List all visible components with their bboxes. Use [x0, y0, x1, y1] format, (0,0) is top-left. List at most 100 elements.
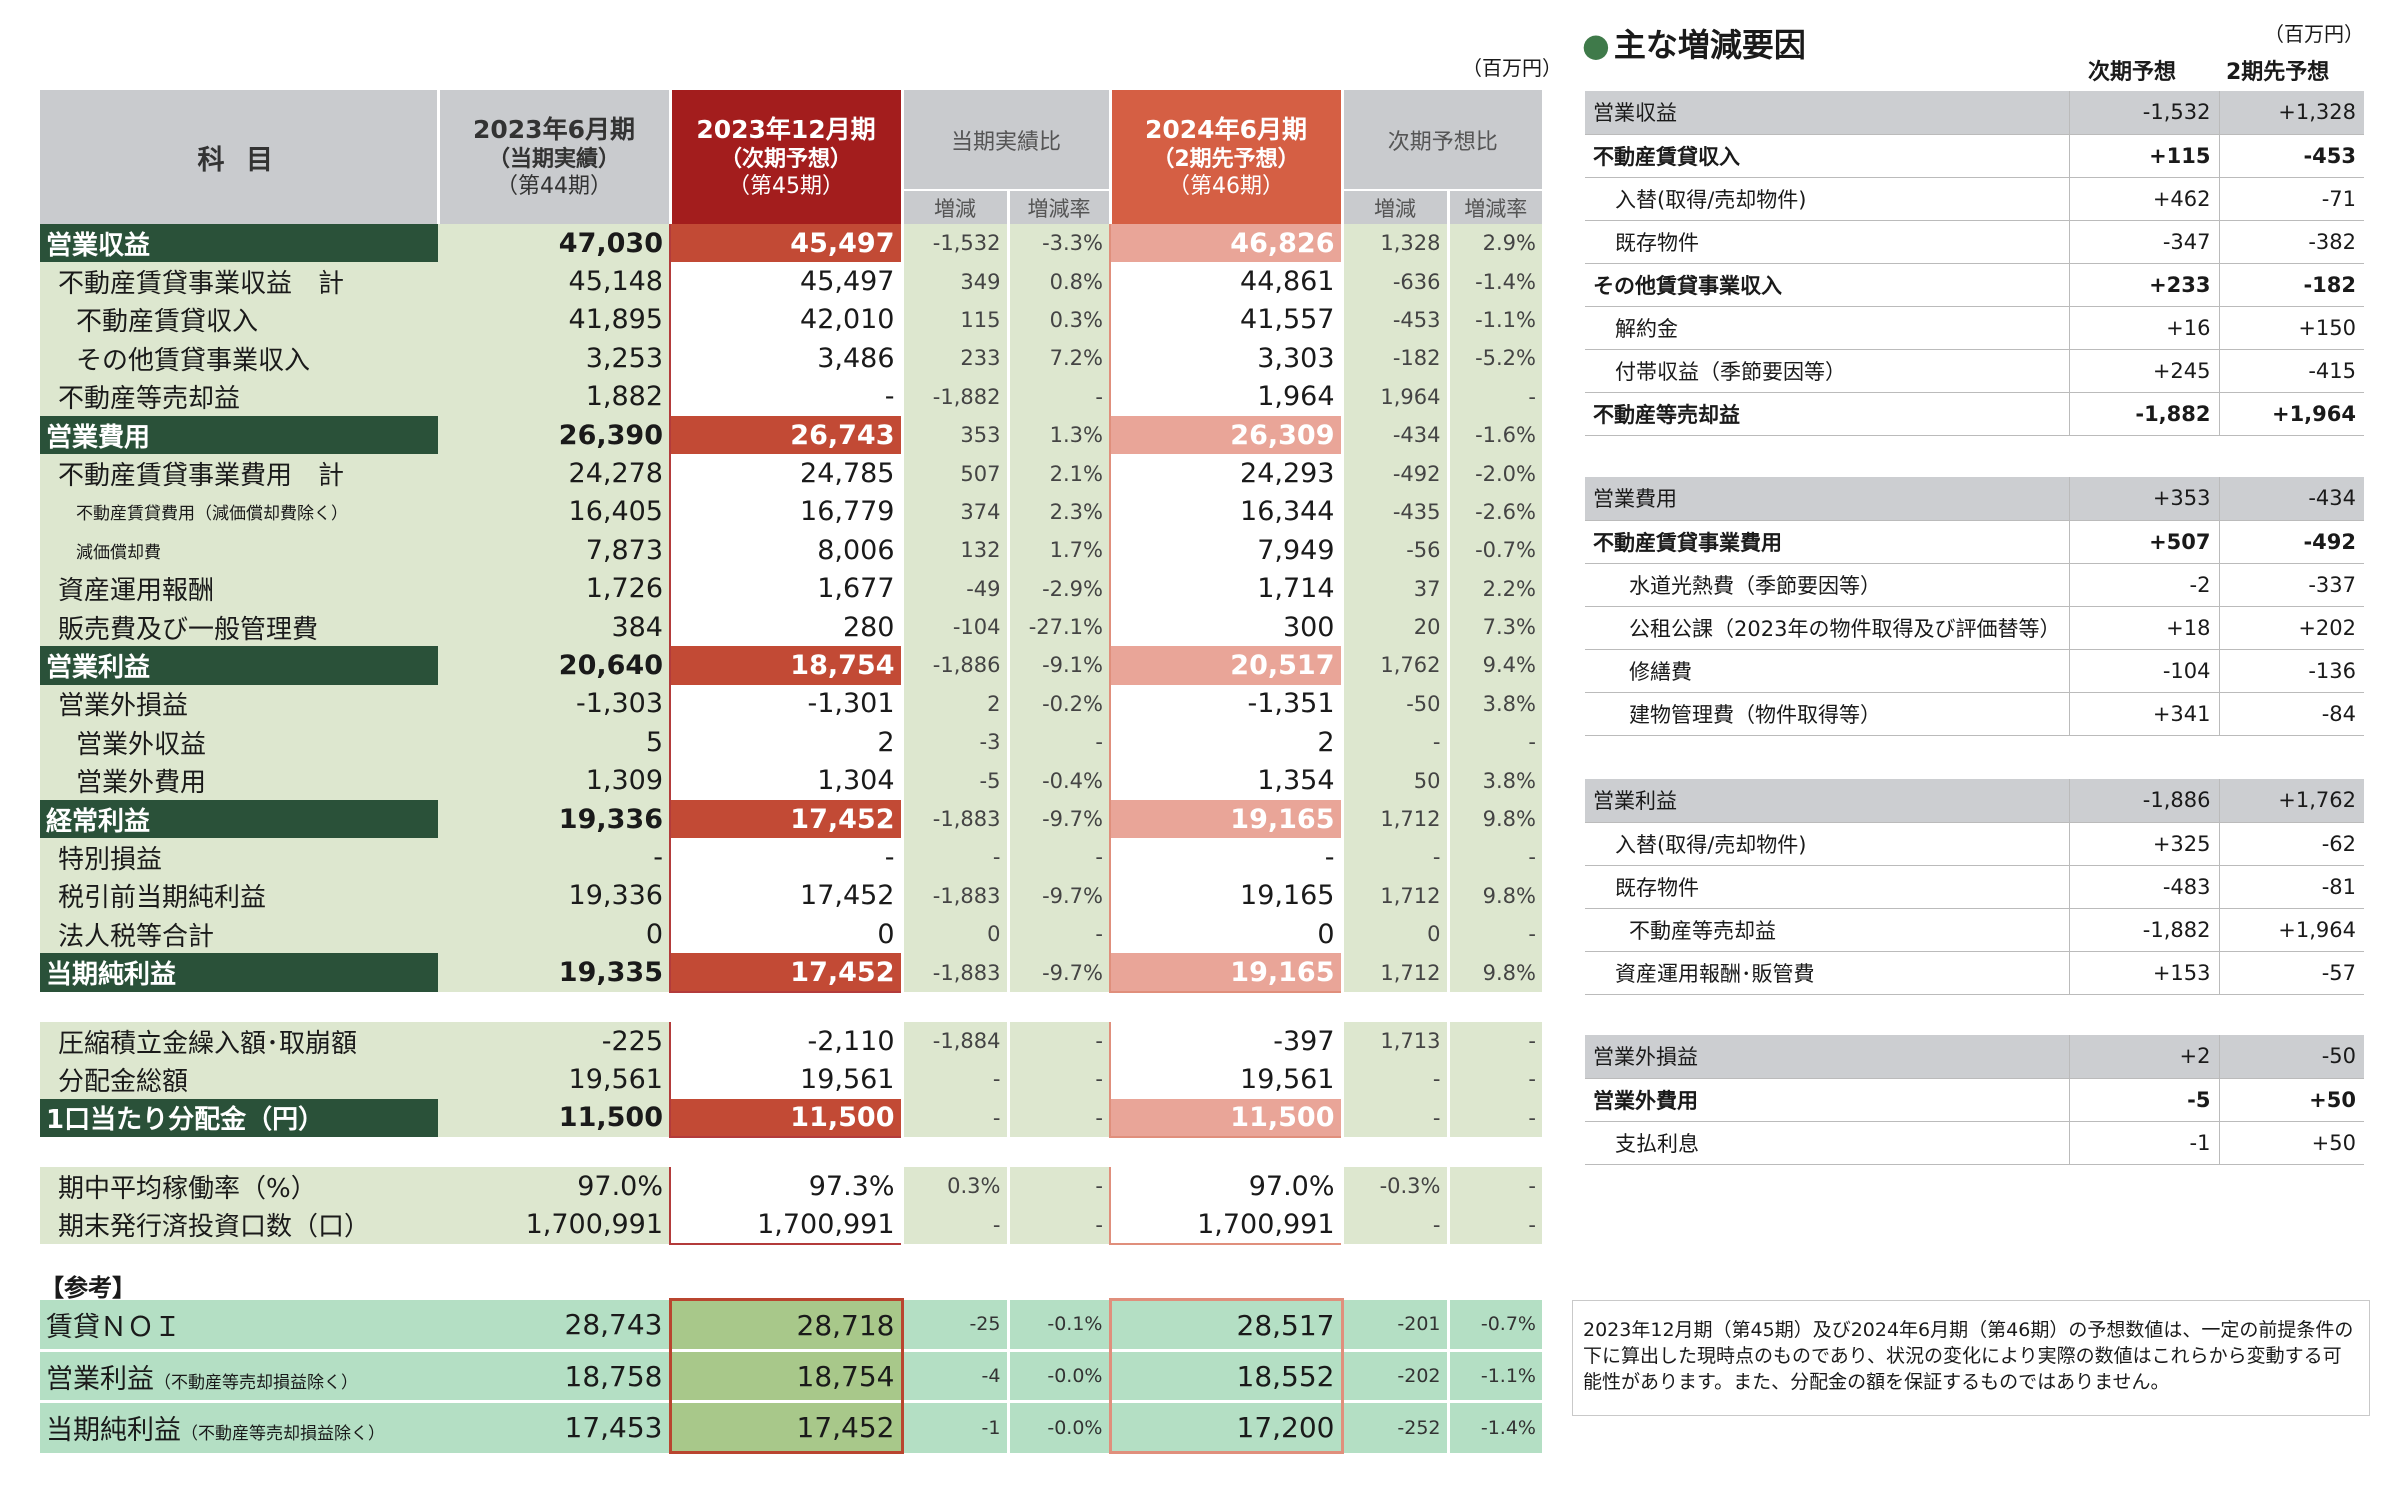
col-two-period-forecast: 2期先予想: [2226, 60, 2330, 85]
cell-r1: -: [1006, 915, 1110, 954]
cell-v2: 2: [669, 723, 903, 762]
cell-r2: -: [1446, 377, 1542, 416]
cell-v1: 28,743: [438, 1299, 670, 1351]
factor-label: 解約金: [1585, 306, 2069, 350]
cell-v4: 1,714: [1109, 569, 1343, 608]
cell-v4: 2: [1109, 723, 1343, 762]
cell-v2: 1,700,991: [669, 1205, 903, 1245]
cell-v2: 11,500: [669, 1098, 903, 1138]
cell-v4: 3,303: [1109, 339, 1343, 378]
factor-two-period: -71: [2218, 177, 2364, 221]
row-label: 期末発行済投資口数（口）: [40, 1205, 438, 1244]
reference-table: 賃貸ＮＯＩ 28,743 28,718 -25 -0.1% 28,517 -201 -0.7%…: [40, 1298, 1542, 1454]
cell-d2: 1,964: [1340, 377, 1448, 416]
cell-d2: -: [1340, 1205, 1448, 1244]
table-row: 当期純利益 19,335 17,452 -1,883 -9.7% 19,165 1,712 9…: [40, 953, 1542, 993]
cell-v4: 19,165: [1109, 953, 1343, 993]
cell-r2: 3.8%: [1446, 761, 1542, 800]
table-row: 不動産賃貸事業費用 計 24,278 24,785 507 2.1% 24,293 -492…: [40, 454, 1542, 493]
cell-v1: 1,309: [438, 761, 670, 800]
row-label: 営業費用: [40, 415, 438, 455]
cell-v1: 47,030: [438, 224, 670, 263]
row-label: 不動産賃貸事業費用 計: [40, 454, 438, 493]
factor-row: 営業外費用 -5 +50: [1585, 1078, 2364, 1122]
cell-d1: 507: [900, 454, 1008, 493]
factor-two-period: -434: [2218, 477, 2364, 521]
cell-d2: -50: [1340, 684, 1448, 724]
factor-two-period: -382: [2218, 220, 2364, 264]
table-row: 販売費及び一般管理費 384 280 -104 -27.1% 300 20 7.3%: [40, 607, 1542, 647]
row-label: 特別損益: [40, 838, 438, 877]
cell-d1: -: [900, 1205, 1008, 1244]
row-label: 税引前当期純利益: [40, 876, 438, 916]
factor-two-period: +150: [2218, 306, 2364, 350]
cell-v4: 44,861: [1109, 262, 1343, 301]
factor-label: その他賃貸事業収入: [1585, 263, 2069, 307]
factor-next: -483: [2068, 865, 2219, 909]
cell-d2: -492: [1340, 454, 1448, 493]
factor-two-period: -415: [2218, 349, 2364, 393]
table-row: 期末発行済投資口数（口） 1,700,991 1,700,991- -1,700,99…: [40, 1205, 1542, 1245]
factors-title: ● 主な増減要因: [1582, 26, 1806, 64]
cell-v4: -: [1109, 838, 1343, 877]
factor-label: 入替(取得/売却物件): [1585, 177, 2069, 221]
row-label: 当期純利益: [40, 953, 438, 992]
factor-next: -2: [2068, 563, 2219, 607]
cell-d2: -182: [1340, 339, 1448, 378]
row-label: 法人税等合計: [40, 915, 438, 954]
row-label: 圧縮積立金繰入額･取崩額: [40, 1021, 438, 1061]
cell-d2: -435: [1340, 492, 1448, 532]
factor-next: -104: [2068, 649, 2219, 693]
cell-r2: 7.3%: [1446, 607, 1542, 647]
cell-v4: 1,700,991: [1109, 1205, 1343, 1245]
cell-r1: -9.1%: [1006, 646, 1110, 685]
factor-row: 不動産等売却益 -1,882 +1,964: [1585, 908, 2364, 952]
factor-two-period: -337: [2218, 563, 2364, 607]
cell-v2: 1,677: [669, 569, 903, 608]
factor-two-period: -492: [2218, 520, 2364, 564]
factor-label: 営業費用: [1585, 477, 2069, 521]
factor-two-period: +202: [2218, 606, 2364, 650]
cell-d2: -: [1340, 723, 1448, 762]
row-label: 営業利益: [40, 646, 438, 685]
cell-d2: -202: [1340, 1349, 1448, 1402]
cell-v2: -: [669, 838, 903, 877]
factor-two-period: -62: [2218, 822, 2364, 866]
factor-two-period: -136: [2218, 649, 2364, 693]
cell-v2: 3,486: [669, 339, 903, 378]
factor-next: +115: [2068, 134, 2219, 178]
header-fy2023-dec: 2023年12月期 （次期予想） （第45期）: [668, 90, 902, 224]
cell-r2: -: [1446, 1166, 1542, 1206]
cell-r2: 2.2%: [1446, 569, 1542, 608]
cell-v4: 97.0%: [1109, 1166, 1343, 1206]
cell-d1: 0: [900, 915, 1008, 954]
factor-two-period: -182: [2218, 263, 2364, 307]
factor-two-period: -84: [2218, 692, 2364, 736]
cell-d2: -636: [1340, 262, 1448, 301]
cell-r1: -: [1006, 1021, 1110, 1061]
factor-two-period: +1,964: [2218, 392, 2364, 436]
factor-row: 建物管理費（物件取得等） +341 -84: [1585, 692, 2364, 736]
factor-label: 公租公課（2023年の物件取得及び評価替等）: [1585, 606, 2069, 650]
table-row: 分配金総額 19,561 19,561- -19,561- -: [40, 1060, 1542, 1099]
cell-v1: 0: [438, 915, 670, 954]
cell-r1: 1.7%: [1006, 531, 1110, 570]
cell-d1: -1,532: [900, 224, 1008, 263]
cell-r2: -2.0%: [1446, 454, 1542, 493]
row-label: 資産運用報酬: [40, 569, 438, 608]
table-row: 営業収益 47,030 45,497 -1,532 -3.3% 46,826 1,328 2.…: [40, 224, 1542, 263]
factor-row: 営業費用 +353 -434: [1585, 477, 2364, 521]
cell-r1: -3.3%: [1006, 224, 1110, 263]
cell-v2: 19,561: [669, 1060, 903, 1099]
header-inc: 増減: [1340, 189, 1448, 224]
cell-v2: 1,304: [669, 761, 903, 800]
cell-v2: 24,785: [669, 454, 903, 493]
factor-label: 支払利息: [1585, 1121, 2069, 1165]
cell-v1: 1,882: [438, 377, 670, 416]
cell-r2: 9.4%: [1446, 646, 1542, 685]
unit-label: （百万円）: [1462, 56, 1562, 80]
cell-v1: 19,336: [438, 799, 670, 839]
factor-two-period: +1,964: [2218, 908, 2364, 952]
factor-label: 営業外費用: [1585, 1078, 2069, 1122]
header-rate: 増減率: [1006, 189, 1110, 224]
